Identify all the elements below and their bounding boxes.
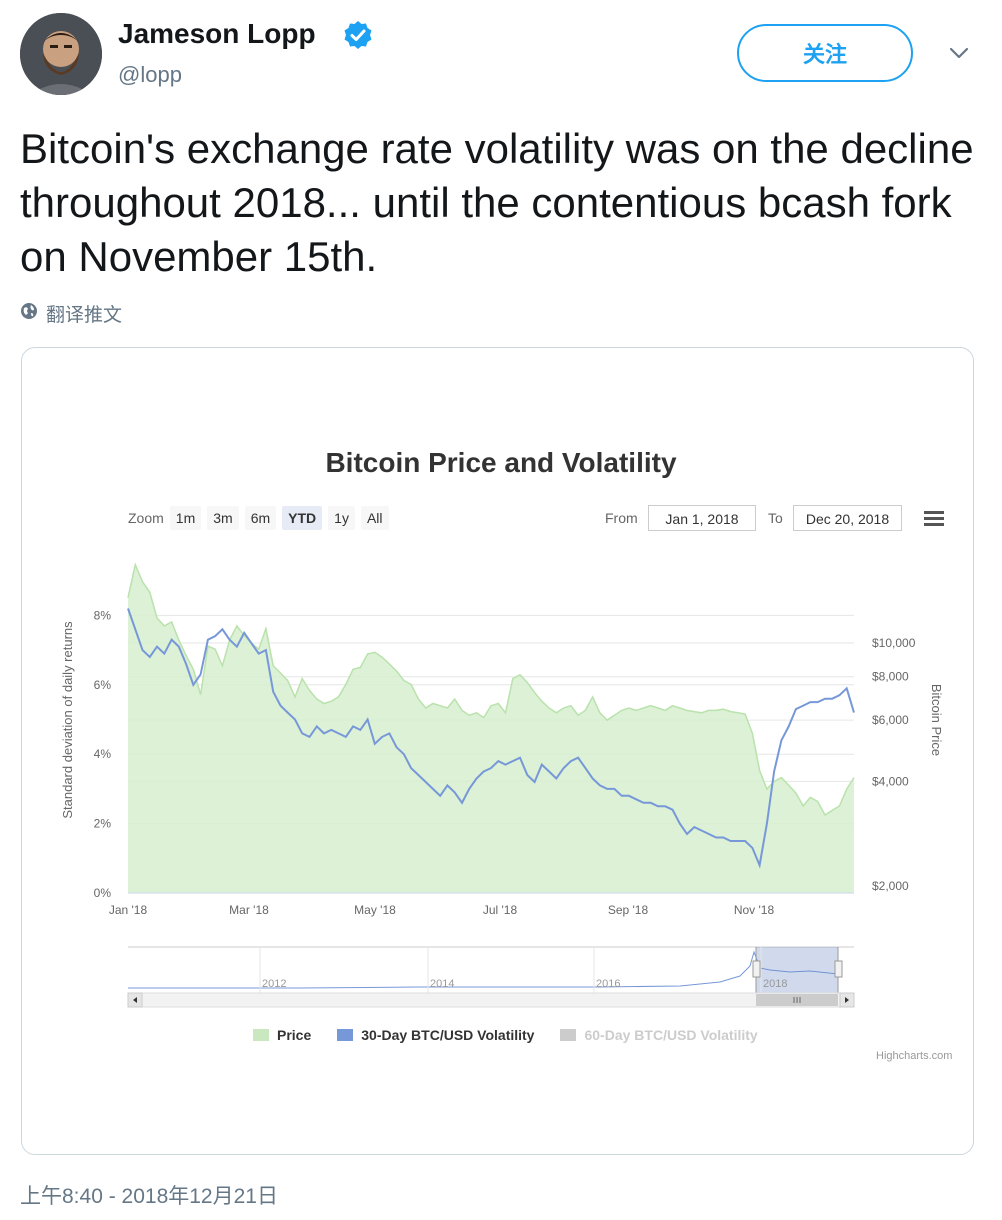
chevron-down-icon[interactable] xyxy=(946,40,972,66)
zoom-controls: Zoom 1m 3m 6m YTD 1y All xyxy=(128,506,389,530)
grip-icon xyxy=(793,997,801,1003)
zoom-6m-button[interactable]: 6m xyxy=(244,506,277,530)
navigator-tick-label: 2018 xyxy=(763,978,787,990)
display-name[interactable]: Jameson Lopp xyxy=(118,18,316,49)
arrow-left-icon xyxy=(133,997,137,1003)
y-left-tick-label: 6% xyxy=(94,678,112,692)
x-tick-label: Jul '18 xyxy=(483,903,518,917)
highcharts-credits-link[interactable]: Highcharts.com xyxy=(876,1050,953,1062)
legend-item-volatility-30d[interactable]: 30-Day BTC/USD Volatility xyxy=(337,1027,534,1043)
tweet-timestamp[interactable]: 上午8:40 - 2018年12月21日 xyxy=(20,1185,278,1208)
y-right-tick-label: $10,000 xyxy=(872,636,916,650)
navigator-tick-label: 2016 xyxy=(596,978,620,990)
navigator-selection[interactable] xyxy=(756,947,838,993)
y-axis-right-ticks: $2,000 $4,000 $6,000 $8,000 $10,000 xyxy=(872,636,916,893)
translate-tweet-link[interactable]: 翻译推文 xyxy=(20,300,122,327)
translate-label: 翻译推文 xyxy=(46,305,123,326)
follow-button[interactable]: 关注 xyxy=(737,24,913,82)
globe-icon xyxy=(20,302,38,326)
x-tick-label: Jan '18 xyxy=(109,903,148,917)
user-handle[interactable]: @lopp xyxy=(118,62,182,87)
from-date-input[interactable]: Jan 1, 2018 xyxy=(648,505,756,531)
x-tick-label: Mar '18 xyxy=(229,903,269,917)
navigator-year-ticks: 2012 2014 2016 2018 xyxy=(259,947,787,993)
navigator-tick-label: 2014 xyxy=(430,978,454,990)
navigator-scrollbar-track[interactable] xyxy=(127,992,855,1008)
chart-plot[interactable]: Jan '18 Mar '18 May '18 Jul '18 Sep '18 Nov '… xyxy=(0,540,1002,940)
zoom-ytd-button[interactable]: YTD xyxy=(282,506,323,530)
y-left-tick-label: 0% xyxy=(94,886,112,900)
zoom-1m-button[interactable]: 1m xyxy=(169,506,202,530)
navigator-handle-left[interactable] xyxy=(752,960,761,978)
legend-label-volatility-60d: 60-Day BTC/USD Volatility xyxy=(584,1027,758,1043)
x-tick-label: Sep '18 xyxy=(608,903,649,917)
legend-swatch-volatility-60d xyxy=(560,1029,577,1041)
x-tick-label: May '18 xyxy=(354,903,396,917)
y-right-tick-label: $4,000 xyxy=(872,774,909,788)
to-date-input[interactable]: Dec 20, 2018 xyxy=(793,505,902,531)
arrow-right-icon xyxy=(845,997,849,1003)
legend-label-price: Price xyxy=(277,1027,312,1043)
hamburger-menu-icon[interactable] xyxy=(923,509,945,532)
navigator[interactable]: 2012 2014 2016 2018 xyxy=(0,940,1002,1012)
x-axis-ticks: Jan '18 Mar '18 May '18 Jul '18 Sep '18 Nov '… xyxy=(109,903,775,917)
legend-swatch-price xyxy=(253,1029,269,1041)
y-right-tick-label: $8,000 xyxy=(872,670,909,684)
zoom-all-button[interactable]: All xyxy=(360,506,389,530)
y-right-tick-label: $2,000 xyxy=(872,879,909,893)
to-label: To xyxy=(768,510,783,526)
y-axis-right-label: Bitcoin Price xyxy=(929,684,944,756)
legend-item-volatility-60d[interactable]: 60-Day BTC/USD Volatility xyxy=(560,1027,758,1043)
y-axis-left-label: Standard deviation of daily returns xyxy=(60,621,75,819)
zoom-label: Zoom xyxy=(128,510,164,526)
chart-title: Bitcoin Price and Volatility xyxy=(325,447,677,478)
zoom-1y-button[interactable]: 1y xyxy=(328,506,355,530)
volatility-30d-line xyxy=(127,608,855,869)
y-left-tick-label: 2% xyxy=(94,817,112,831)
from-label: From xyxy=(605,510,638,526)
legend-label-volatility-30d: 30-Day BTC/USD Volatility xyxy=(361,1027,535,1043)
y-right-tick-label: $6,000 xyxy=(872,713,909,727)
avatar[interactable] xyxy=(20,13,102,95)
tweet-text: Bitcoin's exchange rate volatility was o… xyxy=(20,125,974,280)
chart-legend: Price 30-Day BTC/USD Volatility 60-Day B… xyxy=(253,1027,758,1043)
navigator-handle-right[interactable] xyxy=(834,960,843,978)
navigator-series-line xyxy=(128,950,839,989)
y-left-tick-label: 4% xyxy=(94,747,112,761)
verified-badge-icon xyxy=(343,20,373,50)
x-tick-label: Nov '18 xyxy=(734,903,775,917)
y-axis-left-ticks: 0% 2% 4% 6% 8% xyxy=(94,608,112,900)
navigator-tick-label: 2012 xyxy=(262,978,286,990)
y-left-tick-label: 8% xyxy=(94,608,112,622)
price-area xyxy=(128,564,854,893)
legend-swatch-volatility-30d xyxy=(337,1029,354,1041)
legend-item-price[interactable]: Price xyxy=(253,1027,311,1043)
zoom-3m-button[interactable]: 3m xyxy=(207,506,239,530)
